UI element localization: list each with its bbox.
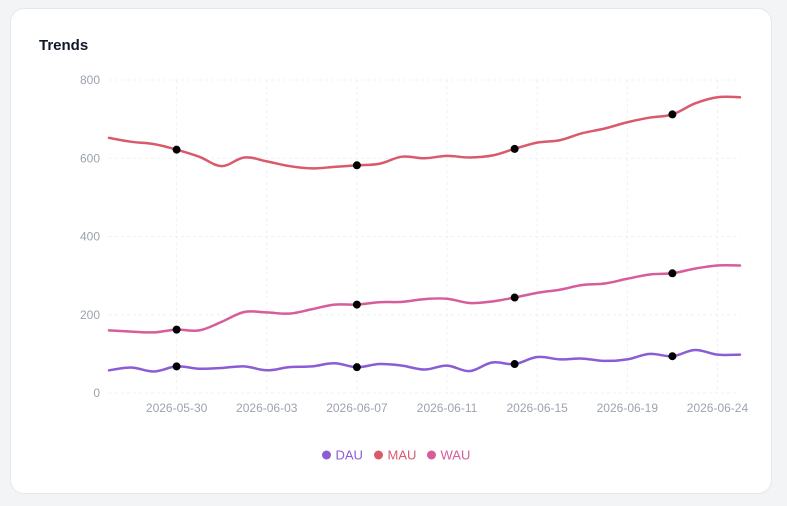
- y-tick-label: 0: [93, 386, 100, 400]
- data-point-dau: [172, 362, 181, 371]
- chart-title: Trends: [39, 37, 89, 54]
- data-point-wau: [668, 269, 677, 278]
- y-tick-label: 800: [80, 73, 100, 87]
- legend-swatch-dau: [322, 450, 331, 460]
- x-tick-label: 2026-06-15: [506, 401, 568, 415]
- data-point-wau: [510, 293, 519, 302]
- x-tick-label: 2026-06-24: [687, 401, 749, 415]
- data-point-mau: [668, 110, 677, 119]
- data-point-mau: [510, 144, 519, 153]
- data-point-dau: [510, 360, 519, 369]
- y-tick-label: 200: [80, 308, 100, 322]
- series-line-wau: [107, 263, 742, 334]
- x-tick-label: 2026-05-30: [146, 401, 208, 415]
- x-tick-label: 2026-06-03: [236, 401, 298, 415]
- series-line-mau: [107, 95, 742, 170]
- x-tick-label: 2026-06-11: [417, 401, 478, 415]
- data-point-dau: [352, 363, 361, 372]
- data-point-wau: [352, 300, 361, 309]
- x-tick-label: 2026-06-19: [597, 401, 659, 415]
- data-point-mau: [172, 145, 181, 154]
- legend-label-dau: DAU: [336, 448, 363, 463]
- legend-swatch-mau: [374, 450, 383, 460]
- y-tick-label: 400: [80, 230, 100, 244]
- series-line-dau: [107, 348, 742, 373]
- data-point-dau: [668, 352, 677, 361]
- x-tick-label: 2026-06-07: [326, 401, 388, 415]
- data-point-wau: [172, 325, 181, 334]
- data-point-mau: [352, 161, 361, 170]
- chart-card: Trends: [10, 8, 772, 494]
- legend-swatch-wau: [427, 450, 436, 460]
- legend-label-mau: MAU: [388, 448, 417, 463]
- y-tick-label: 600: [80, 151, 100, 165]
- legend-label-wau: WAU: [441, 448, 471, 463]
